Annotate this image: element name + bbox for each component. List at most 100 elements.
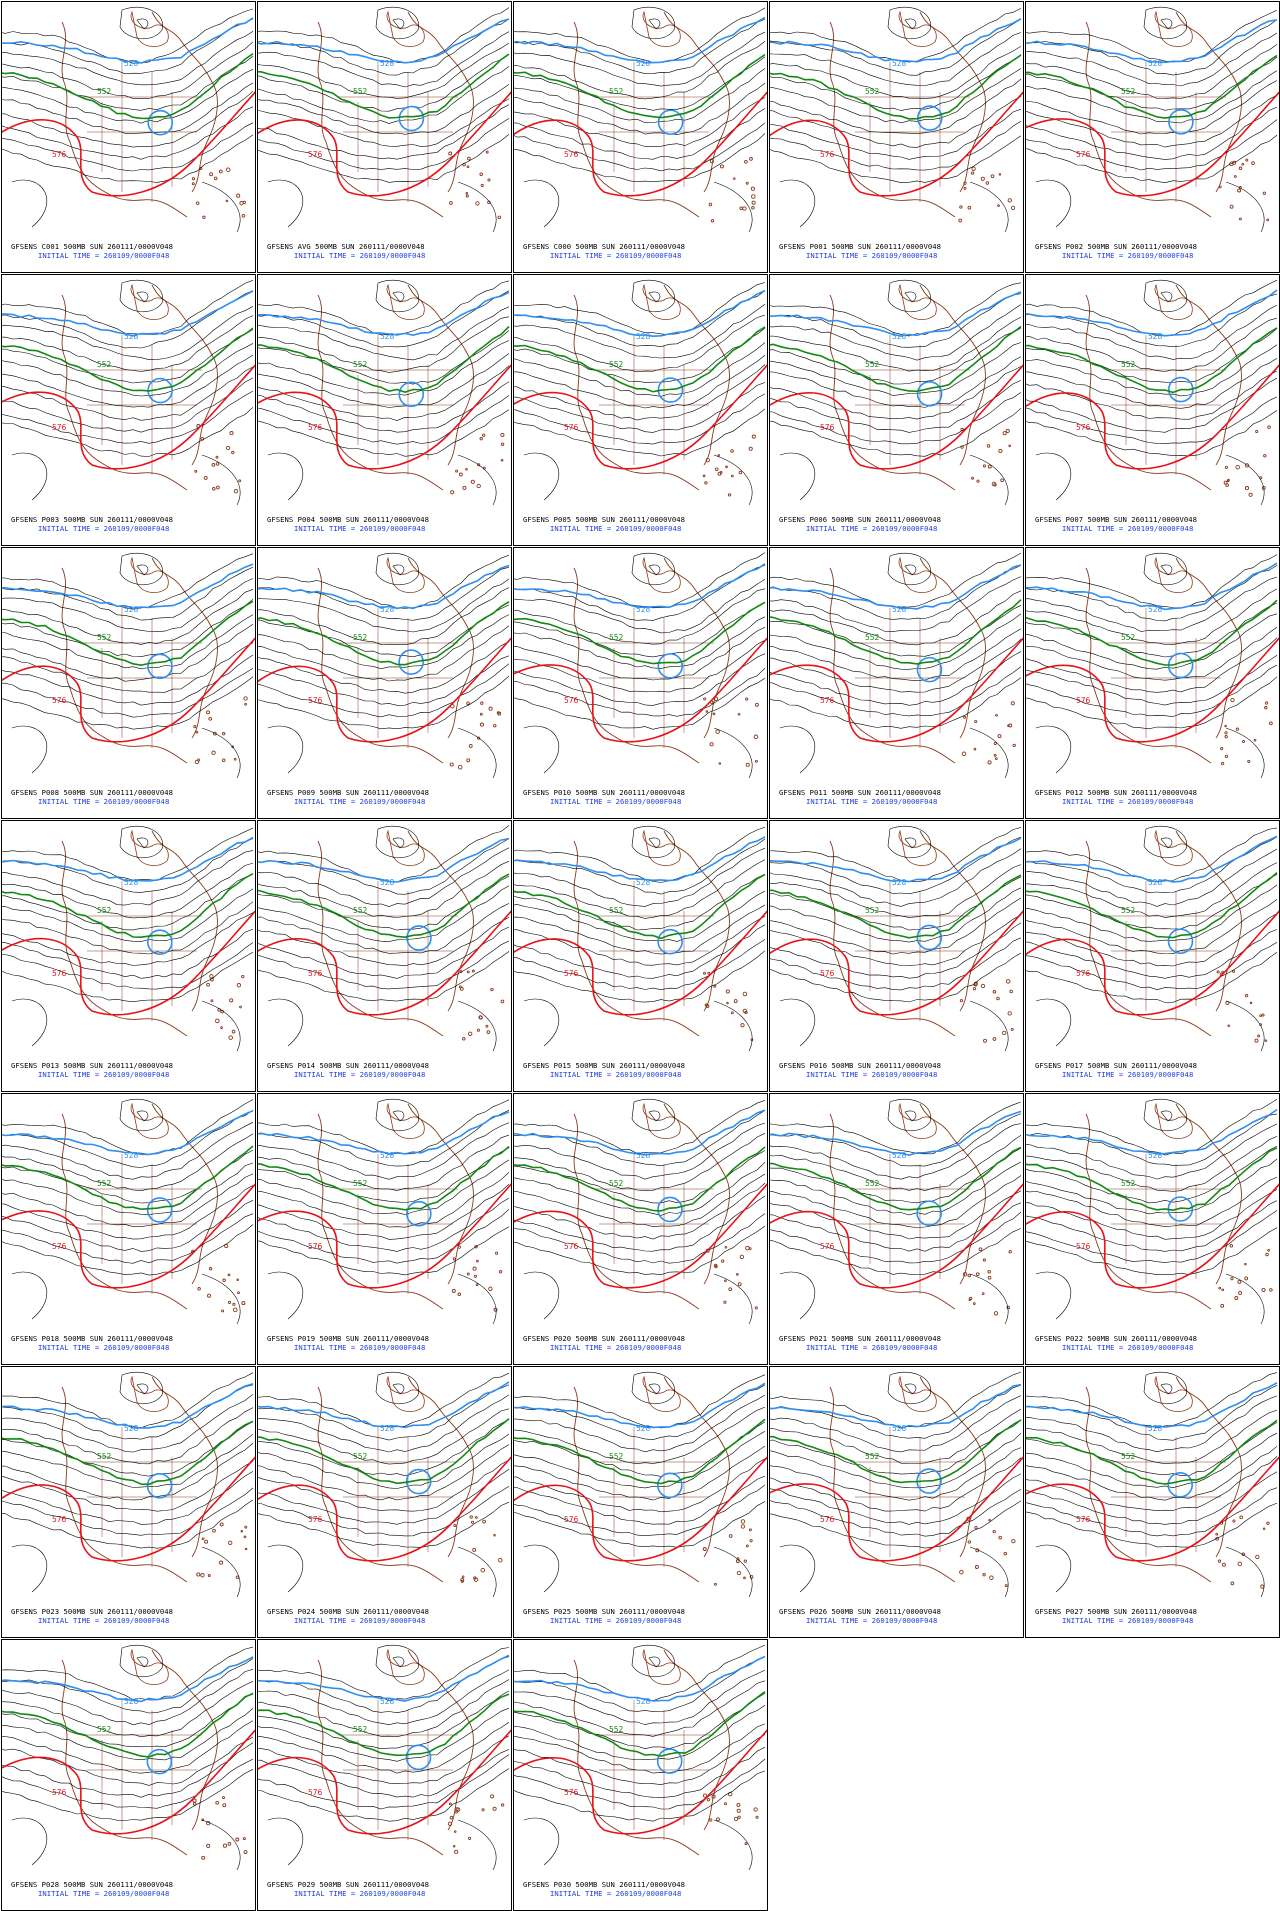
contour-528 (258, 1381, 510, 1429)
height-map: 528 552 576 (514, 825, 767, 1052)
contour-label-552: 552 (97, 87, 112, 96)
contour-528 (514, 1655, 766, 1702)
height-map: 528 552 576 (514, 1644, 767, 1871)
contour-576 (514, 637, 767, 743)
contour-528 (1026, 289, 1278, 337)
initial-time-caption: INITIAL TIME = 260109/0000F048 (1062, 797, 1194, 806)
contour-label-528: 528 (892, 59, 907, 68)
height-map: 528 552 576 (258, 279, 511, 506)
ensemble-panel: 528 552 576 GFSENS P017 500MB SUN 260111/00… (1025, 820, 1280, 1092)
height-map: 528 552 576 (2, 279, 255, 506)
contour-576 (514, 1729, 767, 1835)
contour-label-528: 528 (1148, 1151, 1163, 1160)
coastline-layer (1085, 283, 1271, 497)
contour-label-576: 576 (1076, 423, 1091, 432)
height-map: 528 552 576 (2, 1098, 255, 1325)
thin-contours (2, 1371, 254, 1598)
thin-contours (770, 1371, 1022, 1598)
coastline-layer (317, 1375, 503, 1583)
initial-time-caption: INITIAL TIME = 260109/0000F048 (294, 797, 426, 806)
closed-low-528 (657, 109, 684, 136)
contour-552 (1026, 871, 1278, 939)
contour-552 (2, 1145, 254, 1211)
ensemble-panel: 528 552 576 GFSENS P020 500MB SUN 260111/00… (513, 1093, 768, 1365)
member-caption: GFSENS C001 500MB SUN 260111/0000V048 (11, 242, 173, 251)
ensemble-panel: 528 552 576 GFSENS P030 500MB SUN 260111/00… (513, 1639, 768, 1911)
ensemble-panel: 528 552 576 GFSENS P029 500MB SUN 260111/00… (257, 1639, 512, 1911)
contour-label-576: 576 (1076, 1515, 1091, 1524)
contour-576 (258, 1729, 511, 1835)
ensemble-panel: 528 552 576 GFSENS P023 500MB SUN 260111/00… (1, 1366, 256, 1638)
contour-label-576: 576 (820, 150, 835, 159)
thin-contours (258, 1644, 510, 1871)
closed-low-528 (398, 381, 425, 408)
closed-low-528 (1168, 108, 1194, 135)
height-map: 528 552 576 (1026, 279, 1279, 506)
contour-528 (770, 837, 1022, 883)
contour-label-528: 528 (380, 1151, 395, 1160)
contour-552 (514, 1418, 766, 1485)
contour-528 (1026, 562, 1278, 611)
ensemble-panel: 528 552 576 GFSENS P027 500MB SUN 260111/00… (1025, 1366, 1280, 1638)
thin-contours (2, 1644, 254, 1871)
contour-576 (1026, 91, 1279, 197)
contour-label-552: 552 (1121, 87, 1136, 96)
closed-low-528 (146, 1197, 173, 1223)
thin-contours (258, 825, 510, 1052)
coastline-layer (1085, 556, 1273, 766)
ensemble-panel: 528 552 576 GFSENS P008 500MB SUN 260111/00… (1, 547, 256, 819)
contour-label-528: 528 (380, 59, 395, 68)
coastline-layer (573, 10, 756, 223)
contour-576 (514, 1456, 767, 1562)
contour-label-576: 576 (564, 1242, 579, 1251)
contour-label-576: 576 (52, 1788, 67, 1797)
coastline-layer (317, 10, 502, 220)
contour-552 (258, 325, 510, 393)
closed-low-528 (657, 1196, 683, 1223)
contour-label-576: 576 (52, 423, 67, 432)
contour-576 (2, 91, 255, 197)
contour-552 (514, 601, 766, 665)
thin-contours (514, 279, 766, 506)
contour-label-528: 528 (124, 1151, 139, 1160)
contour-label-552: 552 (865, 633, 880, 642)
thin-contours (514, 6, 766, 233)
contour-label-576: 576 (564, 150, 579, 159)
initial-time-caption: INITIAL TIME = 260109/0000F048 (38, 1616, 170, 1625)
contour-label-552: 552 (97, 633, 112, 642)
thin-contours (1026, 1371, 1278, 1598)
contour-576 (1026, 1456, 1279, 1562)
coastline-layer (1085, 1375, 1270, 1589)
ensemble-panel: 528 552 576 GFSENS P015 500MB SUN 260111/00… (513, 820, 768, 1092)
contour-label-528: 528 (380, 878, 395, 887)
contour-label-528: 528 (1148, 878, 1163, 887)
height-map: 528 552 576 (258, 6, 511, 233)
height-map: 528 552 576 (770, 825, 1023, 1052)
member-caption: GFSENS P012 500MB SUN 260111/0000V048 (1035, 788, 1197, 797)
thin-contours (1026, 825, 1278, 1052)
contour-label-552: 552 (865, 360, 880, 369)
contour-label-576: 576 (308, 1788, 323, 1797)
closed-low-528 (916, 924, 943, 951)
contour-552 (770, 1419, 1022, 1484)
height-map: 528 552 576 (514, 6, 767, 233)
contour-label-528: 528 (636, 605, 651, 614)
ensemble-panel: 528 552 576 GFSENS P010 500MB SUN 260111/00… (513, 547, 768, 819)
contour-label-576: 576 (820, 969, 835, 978)
contour-label-552: 552 (97, 1452, 112, 1461)
contour-528 (2, 1383, 254, 1429)
coastline-layer (61, 1648, 248, 1860)
member-caption: GFSENS P016 500MB SUN 260111/0000V048 (779, 1061, 941, 1070)
contour-552 (1026, 327, 1278, 394)
member-caption: GFSENS P010 500MB SUN 260111/0000V048 (523, 788, 685, 797)
coastline-layer (573, 1648, 759, 1856)
contour-552 (514, 1146, 766, 1212)
initial-time-caption: INITIAL TIME = 260109/0000F048 (550, 1616, 682, 1625)
contour-576 (258, 910, 511, 1016)
contour-576 (514, 1183, 767, 1289)
contour-label-552: 552 (353, 1179, 368, 1188)
contour-label-552: 552 (609, 1179, 624, 1188)
height-map: 528 552 576 (514, 1371, 767, 1598)
height-map: 528 552 576 (770, 552, 1023, 779)
